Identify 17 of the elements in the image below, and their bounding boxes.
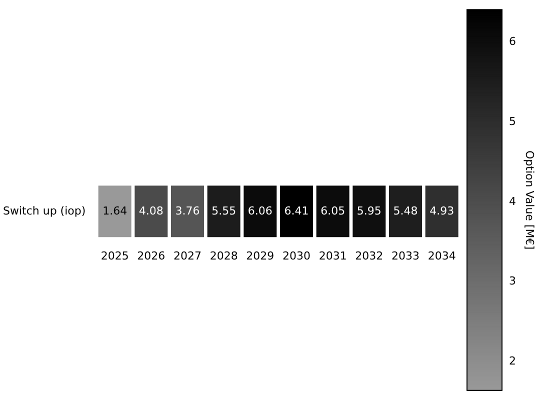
color-bar-label: 4 xyxy=(509,194,516,208)
x-tick-label: 2032 xyxy=(355,249,384,262)
x-tick-label: 2030 xyxy=(282,249,310,262)
color-bar-title: Option Value [M€] xyxy=(523,150,536,250)
x-tick-label: 2034 xyxy=(428,249,456,262)
x-tick-label: 2033 xyxy=(392,249,420,262)
color-bar-label: 3 xyxy=(509,274,516,288)
x-tick-label: 2027 xyxy=(174,249,202,262)
color-bar-label: 2 xyxy=(509,354,516,368)
color-bar-label: 5 xyxy=(509,115,516,128)
x-tick-label: 2029 xyxy=(246,249,274,262)
x-tick-label: 2028 xyxy=(210,249,238,262)
y-tick-label: Switch up (iop) xyxy=(2,204,86,218)
x-tick-label: 2026 xyxy=(137,249,166,262)
x-tick-label: 2031 xyxy=(318,249,347,262)
color-bar-label: 6 xyxy=(509,35,516,48)
x-tick-label: 2025 xyxy=(100,249,129,262)
